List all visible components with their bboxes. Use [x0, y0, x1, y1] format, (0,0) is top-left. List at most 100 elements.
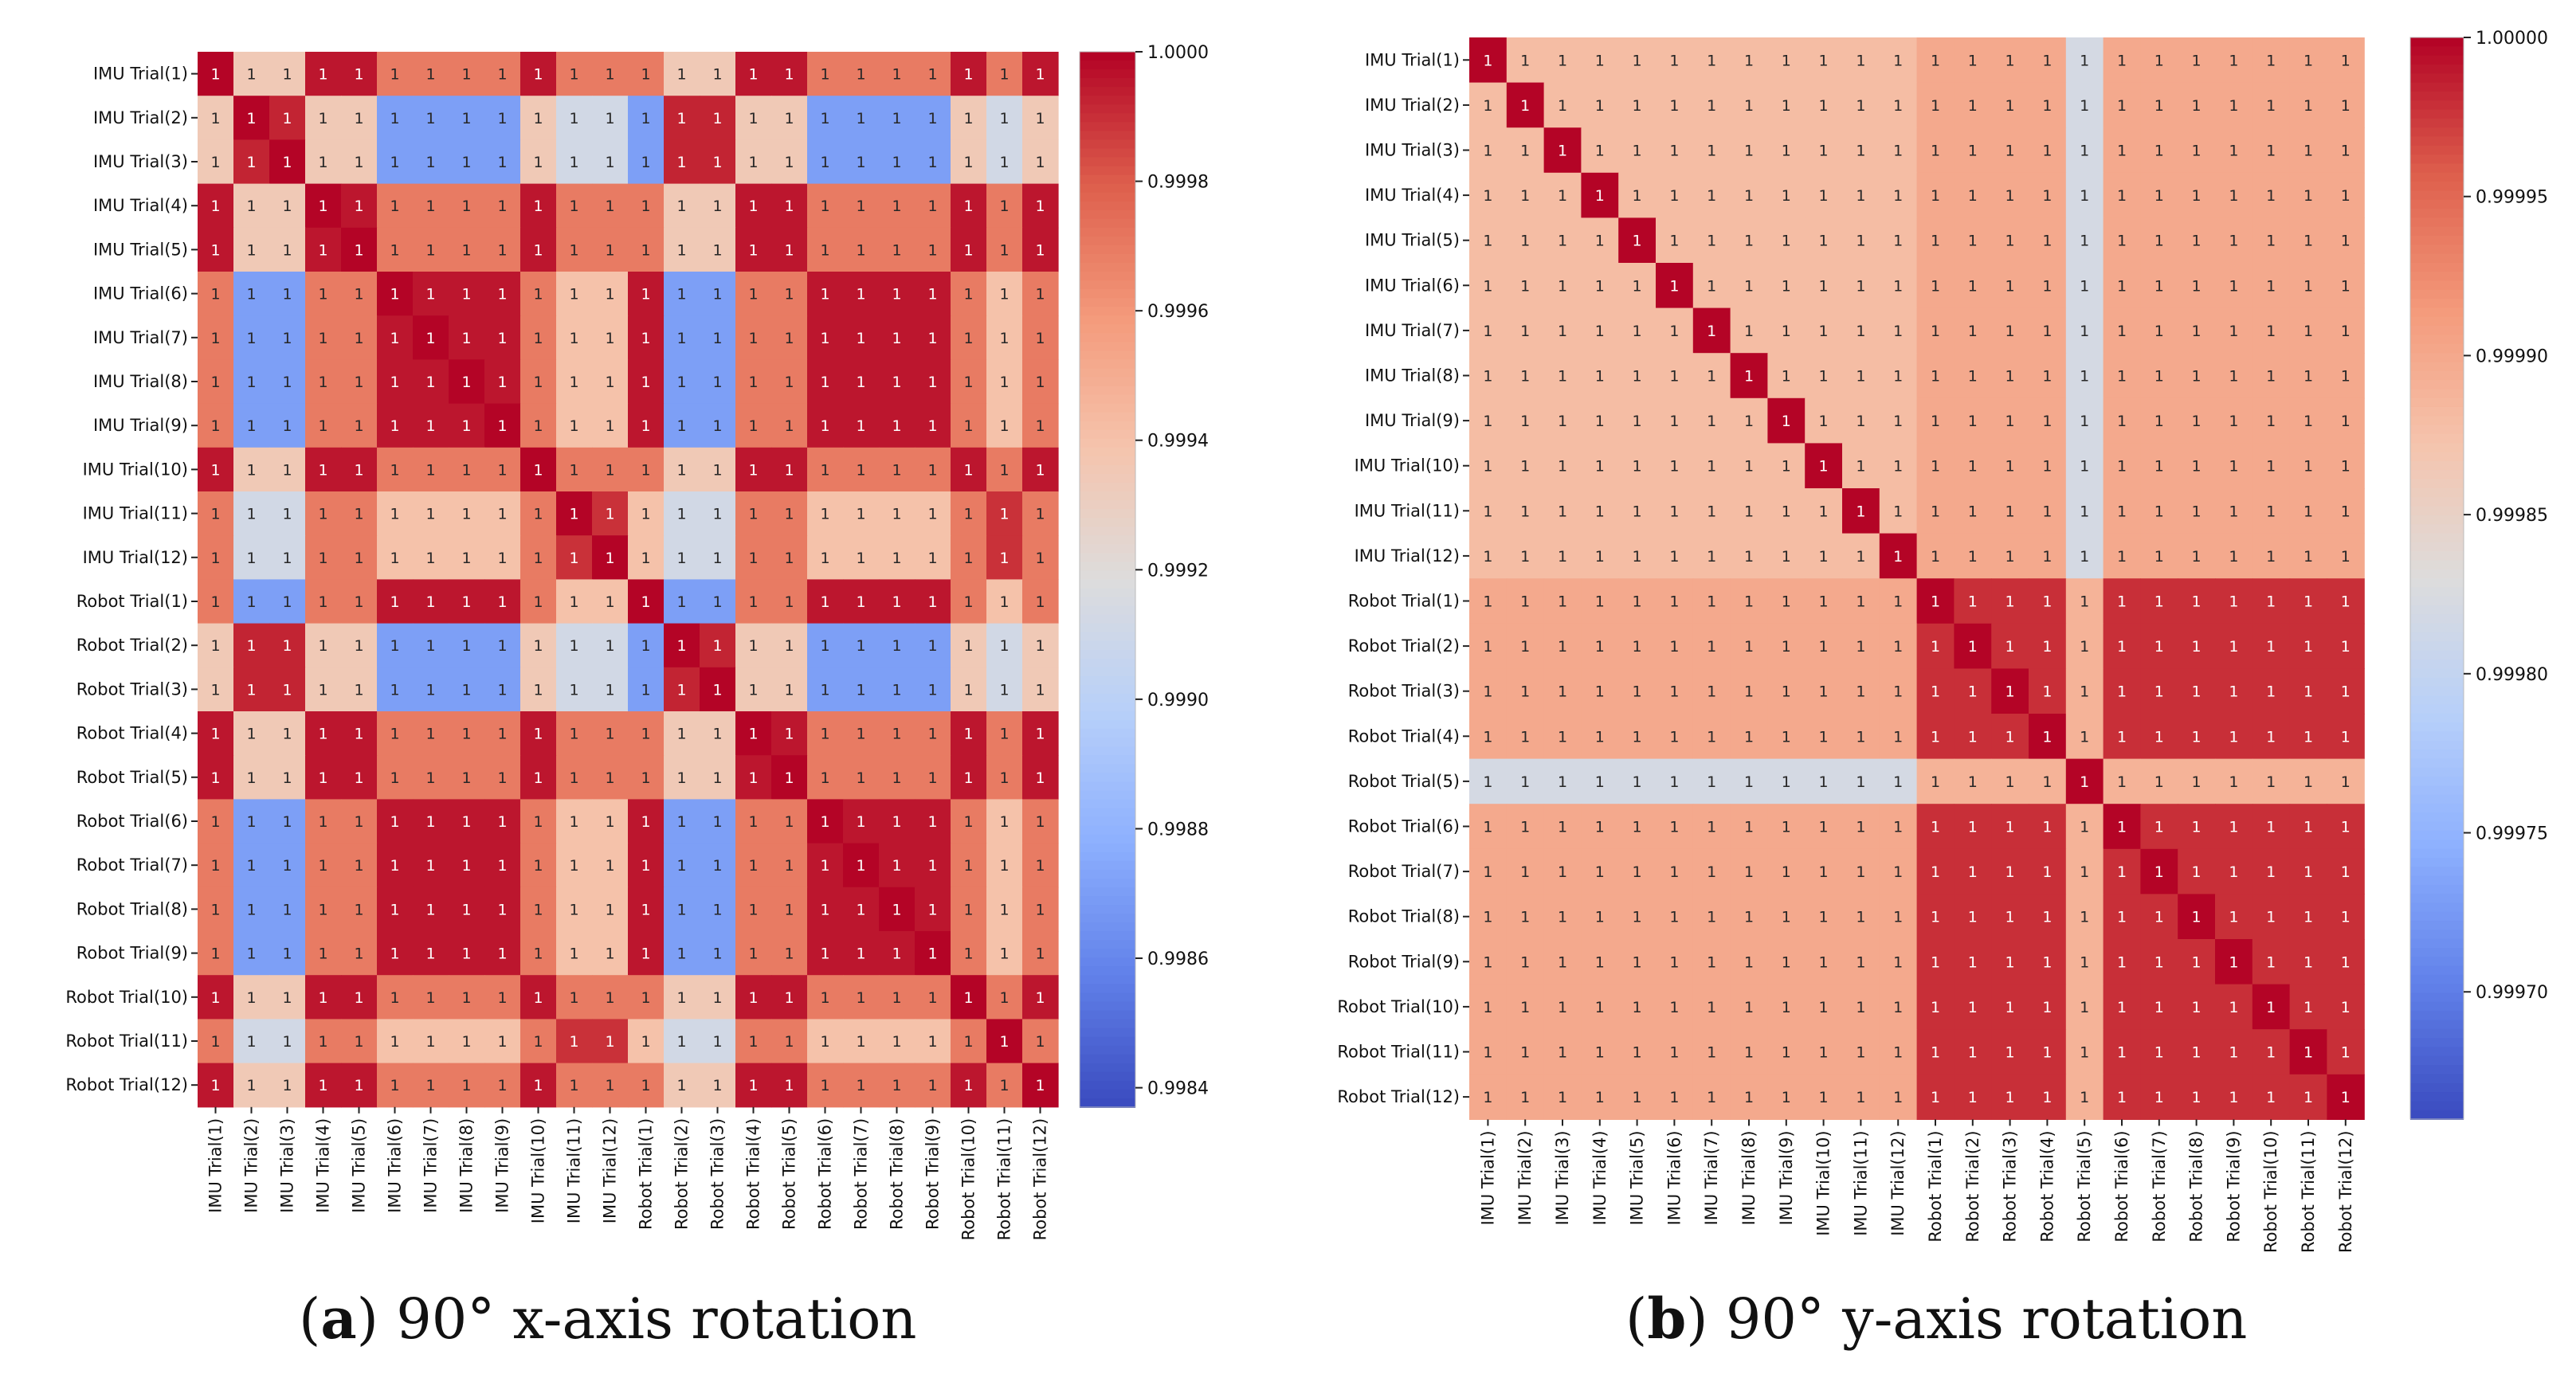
heatmap-cell	[377, 403, 414, 448]
cell-label: 1	[748, 769, 758, 787]
cell-label: 1	[2266, 323, 2276, 340]
heatmap-cell	[1506, 714, 1545, 760]
cell-label: 1	[1744, 728, 1754, 746]
cell-label: 1	[497, 1033, 507, 1051]
colorbar-segment	[2410, 118, 2464, 129]
cell-label: 1	[2080, 999, 2089, 1016]
heatmap-cell	[1022, 359, 1059, 405]
heatmap-cell	[2289, 714, 2327, 760]
cell-label: 1	[1744, 593, 1754, 611]
heatmap-cell	[1916, 127, 1955, 174]
cell-label: 1	[1669, 548, 1679, 566]
heatmap-cell	[879, 1019, 916, 1064]
cell-label: 1	[1483, 233, 1492, 250]
heatmap-cell	[269, 579, 306, 624]
colorbar-segment	[2410, 767, 2464, 777]
heatmap-cell	[1656, 578, 1694, 624]
heatmap-cell	[1730, 307, 1768, 354]
cell-label: 1	[318, 241, 327, 259]
heatmap-cell	[1879, 984, 1918, 1030]
colorbar-segment	[2410, 587, 2464, 597]
cell-label: 1	[2006, 97, 2015, 115]
colorbar-segment	[1080, 289, 1135, 299]
cell-label: 1	[1633, 593, 1642, 611]
cell-label: 1	[605, 550, 614, 567]
heatmap-cell	[664, 623, 700, 668]
heatmap-cell	[986, 1019, 1023, 1064]
cell-label: 1	[2155, 548, 2164, 566]
heatmap-cell	[2252, 668, 2291, 714]
colorbar-segment	[2410, 605, 2464, 616]
colorbar-segment	[1080, 658, 1135, 668]
heatmap-cell	[700, 799, 736, 844]
cell-label: 1	[2006, 819, 2015, 836]
cell-label: 1	[1819, 683, 1829, 701]
cell-label: 1	[497, 593, 507, 611]
heatmap-cell	[556, 491, 593, 536]
heatmap-cell	[1805, 172, 1843, 218]
cell-label: 1	[1595, 1089, 1605, 1106]
cell-label: 1	[1633, 999, 1642, 1016]
heatmap-cell	[951, 1019, 987, 1064]
cell-label: 1	[1968, 233, 1978, 250]
cell-label: 1	[282, 330, 292, 347]
cell-label: 1	[2155, 999, 2164, 1016]
heatmap-cell	[1581, 623, 1619, 669]
heatmap-cell	[664, 1063, 700, 1108]
heatmap-cell	[628, 359, 665, 405]
cell-label: 1	[390, 901, 399, 918]
heatmap-cell	[2029, 172, 2067, 218]
heatmap-cell	[2215, 353, 2253, 399]
heatmap-cell	[269, 139, 306, 185]
cell-label: 1	[2042, 593, 2052, 611]
cell-label: 1	[605, 417, 614, 435]
heatmap-cell	[1805, 578, 1843, 624]
heatmap-cell	[377, 1063, 414, 1108]
cell-label: 1	[390, 506, 399, 523]
colorbar-segment	[2410, 750, 2464, 760]
heatmap-cell	[269, 315, 306, 360]
heatmap-cell	[1916, 533, 1955, 579]
cell-label: 1	[676, 198, 686, 215]
heatmap-cell	[1618, 623, 1657, 669]
heatmap-cell	[520, 403, 557, 448]
heatmap-cell	[341, 183, 378, 229]
heatmap-cell	[1506, 804, 1545, 850]
cell-label: 1	[1931, 277, 1940, 295]
cell-label: 1	[354, 901, 363, 918]
cell-label: 1	[2266, 863, 2276, 881]
colorbar-tick-label: 0.9984	[1147, 1079, 1209, 1099]
cell-label: 1	[2192, 953, 2202, 971]
heatmap-cell	[341, 227, 378, 272]
cell-label: 1	[892, 330, 901, 347]
heatmap-cell	[1543, 533, 1582, 579]
heatmap-cell	[484, 755, 521, 800]
cell-label: 1	[856, 726, 865, 743]
colorbar-segment	[1080, 931, 1135, 941]
colorbar-tick-label: 0.99980	[2476, 665, 2548, 685]
heatmap-cell	[1506, 1074, 1545, 1120]
heatmap-cell	[735, 315, 772, 360]
heatmap-cell	[664, 52, 700, 96]
x-tick-label: Robot Trial(11)	[2299, 1130, 2318, 1253]
cell-label: 1	[390, 1033, 399, 1051]
colorbar-segment	[1080, 148, 1135, 159]
heatmap-cell	[1805, 758, 1843, 804]
colorbar-segment	[1080, 1019, 1135, 1029]
cell-label: 1	[1707, 909, 1716, 926]
colorbar-segment	[1080, 808, 1135, 818]
cell-label: 1	[605, 241, 614, 259]
heatmap-cell	[771, 579, 808, 624]
panel-caption: (a) 90° x-axis rotation	[299, 1286, 916, 1352]
cell-label: 1	[676, 989, 686, 1007]
colorbar-segment	[1080, 209, 1135, 220]
cell-label: 1	[1707, 863, 1716, 881]
cell-label: 1	[1633, 413, 1642, 430]
y-tick-label: IMU Trial(3)	[93, 152, 188, 171]
colorbar-frame	[2409, 37, 2464, 1120]
cell-label: 1	[1707, 277, 1716, 295]
heatmap-cell	[1618, 353, 1657, 399]
cell-label: 1	[1483, 593, 1492, 611]
heatmap-cell	[1767, 939, 1806, 985]
heatmap-cell	[2178, 488, 2216, 534]
